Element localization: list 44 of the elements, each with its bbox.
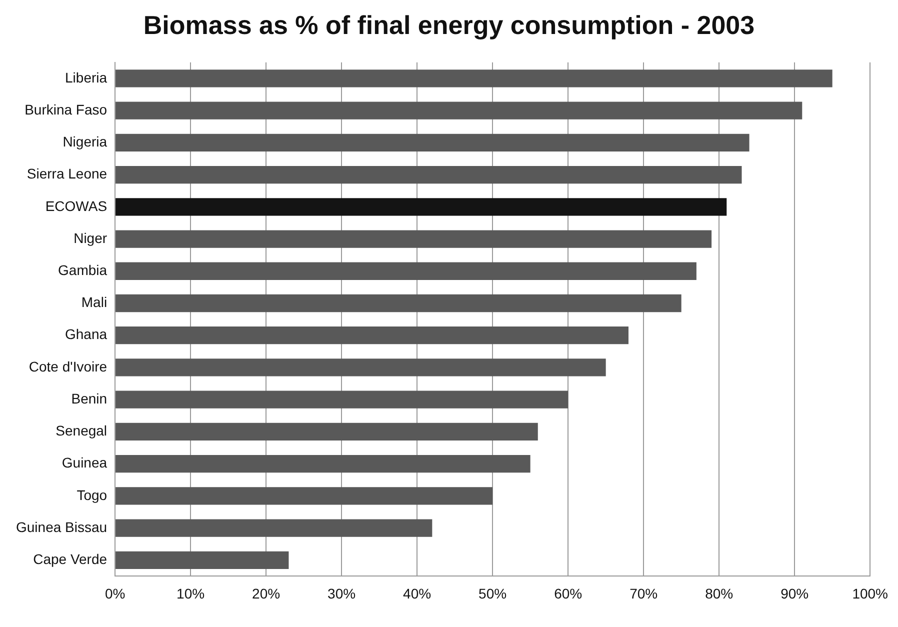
bar [116,519,432,537]
x-tick-label: 10% [176,585,205,602]
bar [116,166,742,184]
y-tick-label: Cape Verde [33,551,108,568]
bar [116,198,727,216]
bar [116,134,750,152]
x-tick-label: 0% [104,585,126,602]
bar [116,422,538,441]
y-tick-label: Benin [71,390,108,406]
x-tick-label: 50% [478,585,507,602]
bar [116,454,530,473]
y-tick-label: Nigeria [62,134,108,150]
y-tick-label: Sierra Leone [26,166,108,182]
y-tick-label: Mali [81,294,108,310]
bar [116,358,606,376]
bar [116,230,712,248]
bar [116,70,832,88]
x-tick-label: 60% [554,585,582,602]
y-tick-label: Guinea Bissau [16,518,108,535]
y-tick-label: Ghana [65,326,108,342]
x-tick-label: 90% [780,585,809,602]
x-tick-label: 40% [403,585,432,602]
bar [116,390,568,408]
y-tick-label: Gambia [58,262,108,278]
y-tick-label: Liberia [65,69,108,86]
bar [116,551,289,569]
y-tick-label: Senegal [56,422,108,439]
x-tick-label: 80% [705,585,734,602]
chart-title: Biomass as % of final energy consumption - 2003 [142,10,756,42]
x-tick-label: 70% [630,585,658,602]
bar [116,326,628,344]
y-tick-label: Burkina Faso [24,101,108,118]
x-tick-label: 30% [328,585,356,602]
y-tick-label: Cote d'Ivoire [28,358,108,374]
x-tick-label: 20% [252,585,280,602]
bar [116,262,696,280]
x-tick-label: 100% [852,585,888,602]
bar [116,487,493,505]
bar [116,102,802,120]
y-tick-label: Togo [76,486,108,503]
bar [116,294,682,312]
y-tick-label: ECOWAS [45,198,108,214]
y-tick-label: Guinea [62,454,108,471]
y-tick-label: Niger [74,230,108,246]
